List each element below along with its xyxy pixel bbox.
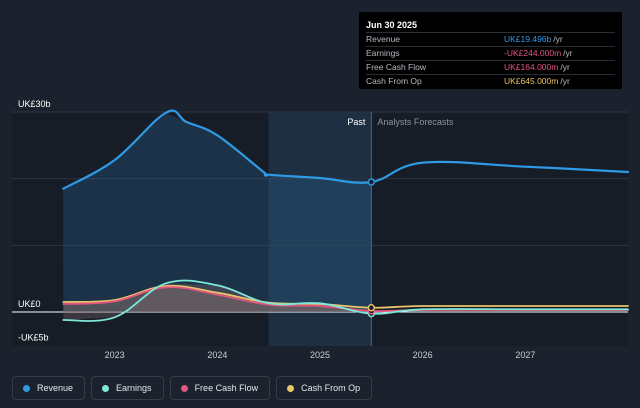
tooltip-unit: /yr [553,34,563,44]
tooltip-value: UK£645.000m [504,76,559,86]
legend-dot-icon [287,384,295,392]
marker-cash-from-op [367,304,376,312]
tooltip-unit: /yr [563,48,573,58]
tooltip-value: UK£164.000m [504,62,559,72]
tooltip-label: Earnings [366,48,400,58]
tooltip-row-cash-from-op: Cash From Op UK£645.000m /yr [366,74,615,88]
legend-item-free-cash-flow[interactable]: Free Cash Flow [169,376,271,400]
y-tick-label: UK£0 [18,299,41,309]
tooltip-label: Cash From Op [366,76,422,86]
legend-item-earnings[interactable]: Earnings [91,376,164,400]
legend-label: Earnings [116,383,152,393]
tooltip-unit: /yr [560,62,570,72]
series-line-earnings [62,279,629,322]
legend: Revenue Earnings Free Cash Flow Cash Fro… [12,376,373,400]
x-tick-label: 2026 [413,350,433,360]
x-tick-label: 2027 [515,350,535,360]
legend-label: Revenue [37,383,74,393]
marker-revenue [367,178,376,186]
tooltip-date: Jun 30 2025 [366,20,418,30]
y-tick-label: UK£30b [18,99,51,109]
legend-item-revenue[interactable]: Revenue [12,376,86,400]
tooltip-value: UK£19.496b [504,34,552,44]
tooltip-row-free-cash-flow: Free Cash Flow UK£164.000m /yr [366,60,615,74]
tooltip: Jun 30 2025 Revenue UK£19.496b /yr Earni… [359,12,622,89]
series-line-revenue [62,109,630,190]
tooltip-label: Revenue [366,34,401,44]
y-tick-label: -UK£5b [18,332,49,342]
legend-dot-icon [180,384,188,392]
series-area-earnings [63,283,372,320]
x-tick-label: 2025 [310,350,330,360]
x-tick-label: 2024 [207,350,227,360]
legend-dot-icon [102,384,110,392]
legend-label: Free Cash Flow [194,383,259,393]
past-label: Past [347,117,366,127]
legend-dot-icon [23,384,30,392]
tooltip-label: Free Cash Flow [366,62,426,72]
x-tick-label: 2023 [105,350,125,360]
forecast-label: Analysts Forecasts [377,117,454,127]
legend-label: Cash From Op [301,383,361,393]
tooltip-row-earnings: Earnings -UK£244.000m /yr [366,46,615,60]
legend-item-cash-from-op[interactable]: Cash From Op [276,376,373,400]
tooltip-row-revenue: Revenue UK£19.496b /yr [366,32,615,46]
tooltip-value: -UK£244.000m [504,48,562,58]
tooltip-unit: /yr [560,76,570,86]
chart: UK£30b UK£0 -UK£5b 2023 2024 2025 2026 2027 Past… [12,99,630,360]
series-area-revenue [63,112,372,312]
